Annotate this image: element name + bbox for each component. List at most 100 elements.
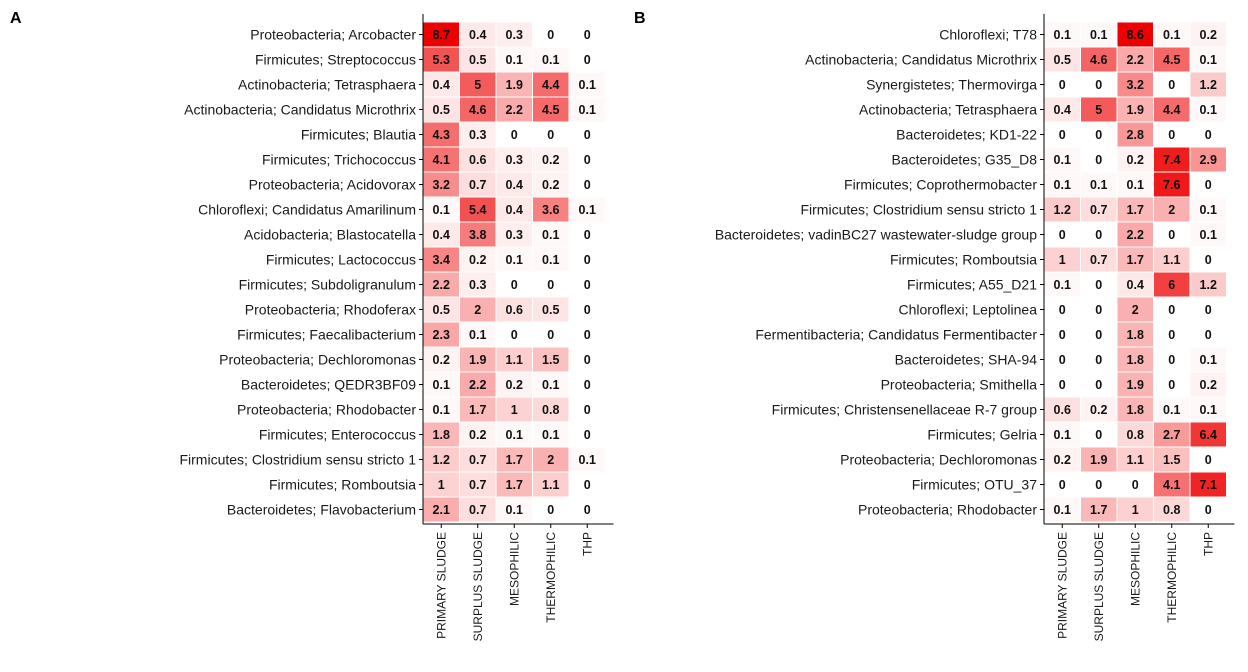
cell-value-label: 0 <box>1059 128 1066 142</box>
cell-value-label: 1.9 <box>469 353 486 367</box>
cell-value-label: 1 <box>1132 503 1139 517</box>
cell-value-label: 1.2 <box>1054 203 1071 217</box>
cell-value-label: 0 <box>584 278 591 292</box>
cell-value-label: 0.1 <box>542 228 559 242</box>
heatmap-cell <box>459 121 497 148</box>
cell-value-label: 7.1 <box>1200 478 1217 492</box>
cell-value-label: 0.7 <box>469 453 486 467</box>
heatmap-cell <box>1043 121 1081 148</box>
cell-value-label: 0.2 <box>1090 403 1107 417</box>
cell-value-label: 0.2 <box>469 428 486 442</box>
row-label: Firmicutes; Clostridium sensu stricto 1 <box>179 452 416 468</box>
heatmap-cell <box>568 496 606 523</box>
row-label: Firmicutes; Coprothermobacter <box>844 177 1037 193</box>
cell-value-label: 2.2 <box>1127 228 1144 242</box>
heatmap-cell <box>532 296 570 323</box>
cell-value-label: 1.2 <box>1200 78 1217 92</box>
heatmap-cell <box>495 396 533 423</box>
heatmap-cell <box>1153 396 1191 423</box>
cell-value-label: 0 <box>584 328 591 342</box>
cell-value-label: 0.2 <box>542 178 559 192</box>
heatmap-cell <box>1043 296 1081 323</box>
cell-value-label: 1.5 <box>542 353 559 367</box>
cell-value-label: 4.4 <box>1163 103 1180 117</box>
cell-value-label: 0 <box>547 503 554 517</box>
heatmap-cell <box>495 121 533 148</box>
cell-value-label: 0.1 <box>1200 228 1217 242</box>
heatmap-cell <box>1153 446 1191 473</box>
row-label: Firmicutes; Blautia <box>301 127 416 143</box>
cell-value-label: 0.1 <box>542 428 559 442</box>
row-label: Proteobacteria; Arcobacter <box>250 27 416 43</box>
heatmap-cell <box>1080 371 1118 398</box>
heatmap-cell <box>1153 421 1191 448</box>
panel-label: B <box>634 10 646 27</box>
cell-value-label: 1.8 <box>1127 353 1144 367</box>
cell-value-label: 0.1 <box>542 378 559 392</box>
cell-value-label: 0 <box>511 328 518 342</box>
cell-value-label: 0.1 <box>506 503 523 517</box>
cell-value-label: 0.4 <box>506 178 523 192</box>
row-label: Acidobacteria; Blastocatella <box>244 227 416 243</box>
cell-value-label: 0 <box>1095 378 1102 392</box>
column-label: SURPLUS SLUDGE <box>1092 532 1106 641</box>
heatmap-cell <box>1116 71 1154 98</box>
cell-value-label: 0.1 <box>579 453 596 467</box>
cell-value-label: 7.6 <box>1163 178 1180 192</box>
heatmap-cell <box>495 271 533 298</box>
heatmap-cell <box>1043 321 1081 348</box>
heatmap-cell <box>495 346 533 373</box>
cell-value-label: 4.4 <box>542 78 559 92</box>
heatmap-cell <box>459 71 497 98</box>
cell-value-label: 5 <box>474 78 481 92</box>
cell-value-label: 1.1 <box>542 478 559 492</box>
heatmap-cell <box>422 396 460 423</box>
cell-value-label: 0.5 <box>469 53 486 67</box>
heatmap-cell <box>459 196 497 223</box>
cell-value-label: 1.8 <box>1127 328 1144 342</box>
cell-value-label: 0 <box>584 228 591 242</box>
cell-value-label: 0.6 <box>469 153 486 167</box>
cell-value-label: 0.2 <box>1200 378 1217 392</box>
cell-value-label: 0.3 <box>506 28 523 42</box>
heatmap-cell <box>1116 221 1154 248</box>
cell-value-label: 0.1 <box>1200 403 1217 417</box>
cell-value-label: 1 <box>511 403 518 417</box>
row-label: Bacteroidetes; QEDR3BF09 <box>241 377 416 393</box>
heatmap-cell <box>1116 271 1154 298</box>
heatmap-cell <box>1043 146 1081 173</box>
heatmap-cell <box>422 196 460 223</box>
cell-value-label: 0 <box>547 28 554 42</box>
cell-value-label: 0.1 <box>1163 403 1180 417</box>
heatmap-cell <box>495 46 533 73</box>
heatmap-cell <box>1153 496 1191 523</box>
cell-value-label: 4.1 <box>433 153 450 167</box>
cell-value-label: 0.1 <box>1200 353 1217 367</box>
heatmap-cell <box>459 371 497 398</box>
heatmap-cell <box>1116 321 1154 348</box>
cell-value-label: 2.8 <box>1127 128 1144 142</box>
column-label: THP <box>580 532 594 556</box>
heatmap-cell <box>1116 96 1154 123</box>
heatmap-cell <box>532 321 570 348</box>
column-label: THERMOPHILIC <box>1165 532 1179 623</box>
heatmap-cell <box>459 396 497 423</box>
cell-value-label: 0 <box>1205 178 1212 192</box>
cell-value-label: 5.4 <box>469 203 486 217</box>
cell-value-label: 0.7 <box>469 178 486 192</box>
heatmap-cell <box>1189 46 1227 73</box>
cell-value-label: 0 <box>1095 478 1102 492</box>
heatmap-cell <box>1153 221 1191 248</box>
heatmap-cell <box>1153 371 1191 398</box>
cell-value-label: 0 <box>1095 78 1102 92</box>
cell-value-label: 1 <box>438 478 445 492</box>
cell-value-label: 1.7 <box>506 453 523 467</box>
heatmap-cell <box>422 271 460 298</box>
cell-value-label: 0.1 <box>433 403 450 417</box>
cell-value-label: 0.5 <box>1054 53 1071 67</box>
heatmap-cell <box>1189 96 1227 123</box>
heatmap-cell <box>1116 21 1154 48</box>
heatmap-cell <box>568 271 606 298</box>
column-label: THP <box>1201 532 1215 556</box>
row-label: Bacteroidetes; Flavobacterium <box>227 502 416 518</box>
